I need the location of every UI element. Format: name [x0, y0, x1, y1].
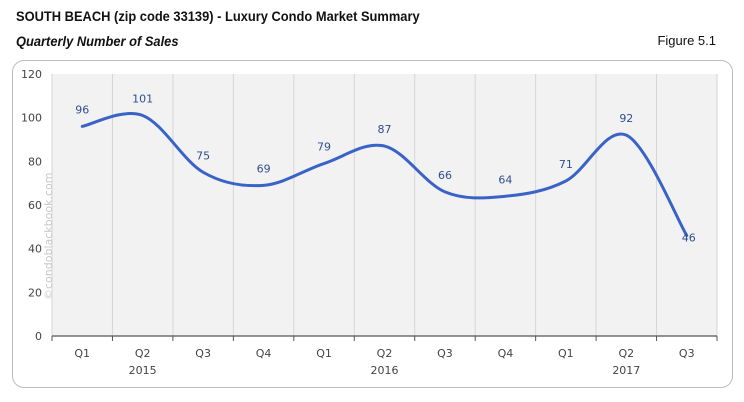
page-title: SOUTH BEACH (zip code 33139) - Luxury Co…: [16, 8, 420, 24]
data-label: 71: [559, 158, 573, 171]
y-tick-label: 20: [28, 286, 42, 299]
data-label: 64: [498, 173, 512, 186]
chart-subtitle: Quarterly Number of Sales: [16, 33, 179, 49]
year-label: 2017: [612, 364, 640, 377]
data-label: 79: [317, 141, 331, 154]
year-label: 2015: [129, 364, 157, 377]
figure-label: Figure 5.1: [657, 33, 716, 48]
x-tick-label: Q4: [498, 347, 514, 360]
x-tick-label: Q1: [558, 347, 574, 360]
y-tick-label: 0: [35, 330, 42, 343]
data-label: 101: [132, 92, 153, 105]
data-label: 69: [257, 162, 271, 175]
y-tick-label: 120: [21, 68, 42, 81]
x-tick-label: Q1: [316, 347, 332, 360]
x-tick-label: Q2: [377, 347, 393, 360]
data-label: 96: [75, 103, 89, 116]
data-label: 87: [378, 123, 392, 136]
data-label: 66: [438, 169, 452, 182]
y-tick-label: 100: [21, 112, 42, 125]
y-tick-label: 80: [28, 155, 42, 168]
watermark: ©condoblackbook.com: [42, 173, 55, 300]
x-tick-label: Q2: [618, 347, 634, 360]
x-tick-label: Q4: [256, 347, 272, 360]
x-tick-label: Q3: [679, 347, 695, 360]
x-tick-label: Q1: [74, 347, 90, 360]
x-tick-label: Q3: [195, 347, 211, 360]
chart-frame: [12, 60, 733, 388]
data-label: 92: [619, 112, 633, 125]
data-label: 46: [682, 232, 696, 245]
data-label: 75: [196, 149, 210, 162]
year-label: 2016: [371, 364, 399, 377]
plot-area: [52, 74, 717, 336]
y-tick-label: 40: [28, 243, 42, 256]
x-tick-label: Q3: [437, 347, 453, 360]
x-tick-label: Q2: [135, 347, 151, 360]
y-tick-label: 60: [28, 199, 42, 212]
